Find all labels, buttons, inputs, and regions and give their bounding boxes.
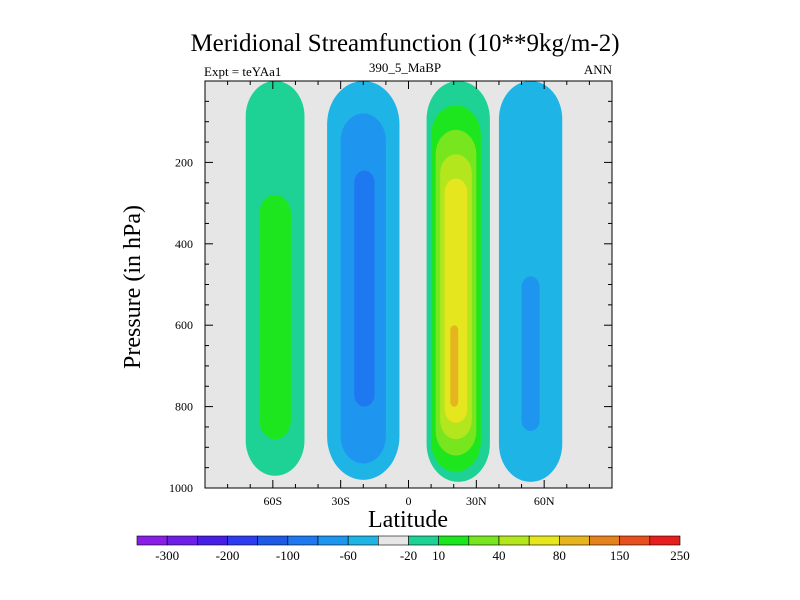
x-tick-label: 60N [534,494,555,508]
colorbar-swatch [197,535,228,546]
colorbar-label: -300 [155,548,179,563]
colorbar-swatch [468,535,500,546]
plot-frame [204,80,613,489]
experiment-label: Expt = teYAa1 [204,64,282,79]
y-tick-label: 600 [175,318,193,332]
x-tick-label: 60S [263,494,282,508]
colorbar-swatch [317,535,349,546]
y-tick-label: 1000 [169,481,193,495]
contour-region-nh-hadley-peak [450,325,459,407]
colorbar-label: 80 [553,548,566,563]
colorbar-label: 150 [610,548,630,563]
contour-region-sh-hadley-core [354,170,375,407]
colorbar: -300 -200 -100 -60 -20 10 40 80 150 250 [136,535,690,563]
axis-ticks: 60S 30S 0 30N 60N 200 400 600 800 1000 [169,81,612,508]
colorbar-swatch [649,535,681,546]
colorbar-swatch [408,535,439,546]
colorbar-label: -20 [400,548,417,563]
colorbar-swatch [619,535,651,546]
colorbar-swatch [227,535,258,546]
colorbar-swatch [136,535,168,546]
colorbar-swatch [378,535,409,546]
y-tick-label: 200 [175,155,193,169]
colorbar-label: 40 [493,548,506,563]
colorbar-swatch [438,535,470,546]
colorbar-label: -100 [276,548,300,563]
colorbar-label: 250 [670,548,690,563]
contour-region-nh-ferrel-core [521,276,540,432]
contour-region-nh-hadley-l5 [444,178,468,423]
colorbar-swatch [257,535,289,546]
colorbar-swatch [589,535,620,546]
colorbar-swatch [166,535,198,546]
contour-region-sh-ferrel-core [259,194,291,440]
period-label: 390_5_MaBP [368,60,442,75]
colorbar-label: -200 [216,548,240,563]
y-tick-label: 800 [175,400,193,414]
x-tick-label: 0 [406,494,412,508]
season-label: ANN [583,62,612,77]
colorbar-swatch [347,535,379,546]
x-axis-label: Latitude [368,507,448,533]
x-tick-label: 30N [466,494,487,508]
chart-title: Meridional Streamfunction (10**9kg/m-2) [190,30,620,57]
colorbar-swatch [498,535,530,546]
y-tick-label: 400 [175,237,193,251]
colorbar-swatch [559,535,590,546]
y-axis-label: Pressure (in hPa) [120,205,146,369]
colorbar-swatch [287,535,319,546]
colorbar-swatch [528,535,560,546]
contour-regions [245,81,563,482]
colorbar-label: 10 [432,548,445,563]
x-tick-label: 30S [331,494,350,508]
colorbar-label: -60 [339,548,356,563]
